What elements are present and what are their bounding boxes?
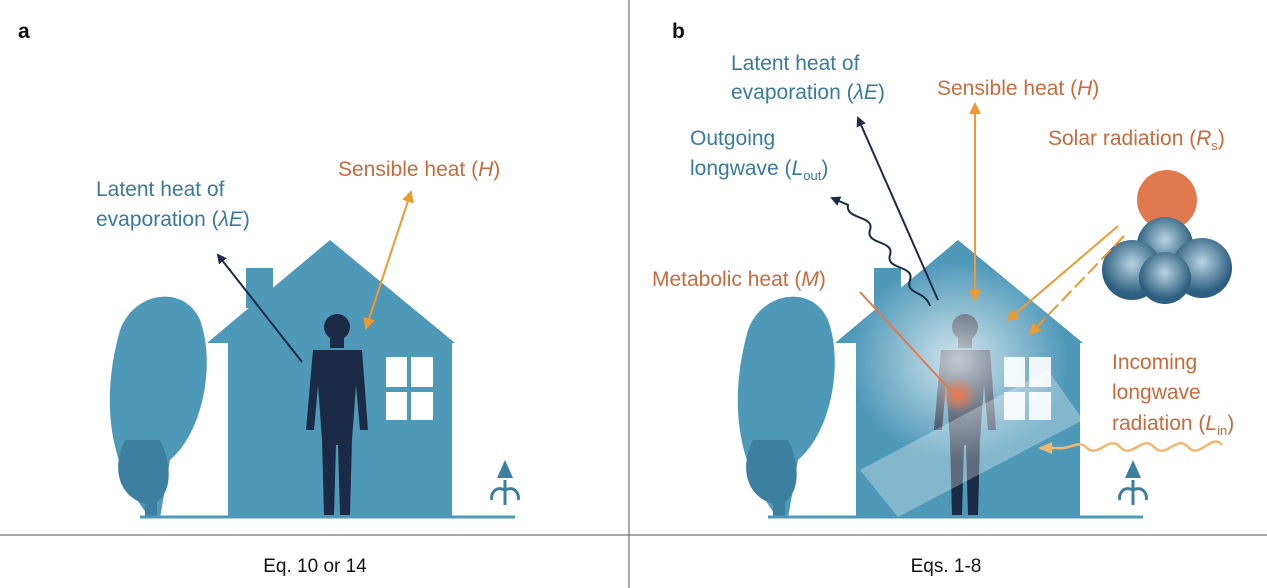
svg-text:evaporation (λE): evaporation (λE) bbox=[96, 208, 250, 231]
metabolic-heat-line bbox=[859, 291, 953, 393]
solar-radiation-arrow bbox=[1006, 225, 1119, 322]
latent-heat-label-b: Latent heat of bbox=[731, 52, 860, 75]
house-illustration-a bbox=[108, 238, 520, 520]
metabolic-heat-label: Metabolic heat (M) bbox=[652, 268, 826, 291]
svg-text:longwave: longwave bbox=[1112, 381, 1201, 404]
latent-heat-label-a: Latent heat of bbox=[96, 178, 225, 201]
svg-text:radiation (Lin): radiation (Lin) bbox=[1112, 412, 1234, 438]
solar-radiation-label: Solar radiation (Rs) bbox=[1048, 127, 1225, 153]
svg-text:evaporation (λE): evaporation (λE) bbox=[731, 81, 885, 104]
sensible-heat-arrow-a bbox=[363, 190, 414, 330]
sensible-heat-label-b: Sensible heat (H) bbox=[937, 77, 1099, 100]
latent-heat-arrow-a bbox=[216, 253, 303, 363]
window-b bbox=[1004, 357, 1051, 420]
sun-icon bbox=[1137, 170, 1197, 230]
panel-label-b: b bbox=[672, 20, 685, 43]
caption-a: Eq. 10 or 14 bbox=[263, 556, 367, 577]
outgoing-longwave-arrow bbox=[830, 196, 931, 307]
cloud-icon bbox=[1102, 217, 1232, 304]
sensible-heat-label-a: Sensible heat (H) bbox=[338, 158, 500, 181]
solar-diffuse-arrow bbox=[1028, 235, 1125, 336]
window-a bbox=[386, 357, 433, 420]
incoming-longwave-arrow bbox=[1038, 440, 1223, 454]
panel-a: a Latent heat of evaporation (λE) Sensib… bbox=[18, 20, 520, 577]
latent-heat-arrow-b bbox=[856, 116, 939, 301]
incoming-longwave-label: Incoming bbox=[1112, 351, 1197, 374]
outgoing-longwave-label: Outgoing bbox=[690, 127, 775, 150]
panel-b: b Latent heat of evaporation bbox=[652, 20, 1234, 577]
caption-b: Eqs. 1-8 bbox=[911, 556, 982, 577]
svg-text:longwave (Lout): longwave (Lout) bbox=[690, 157, 828, 183]
panel-label-a: a bbox=[18, 20, 30, 43]
metabolic-glow bbox=[940, 377, 976, 413]
